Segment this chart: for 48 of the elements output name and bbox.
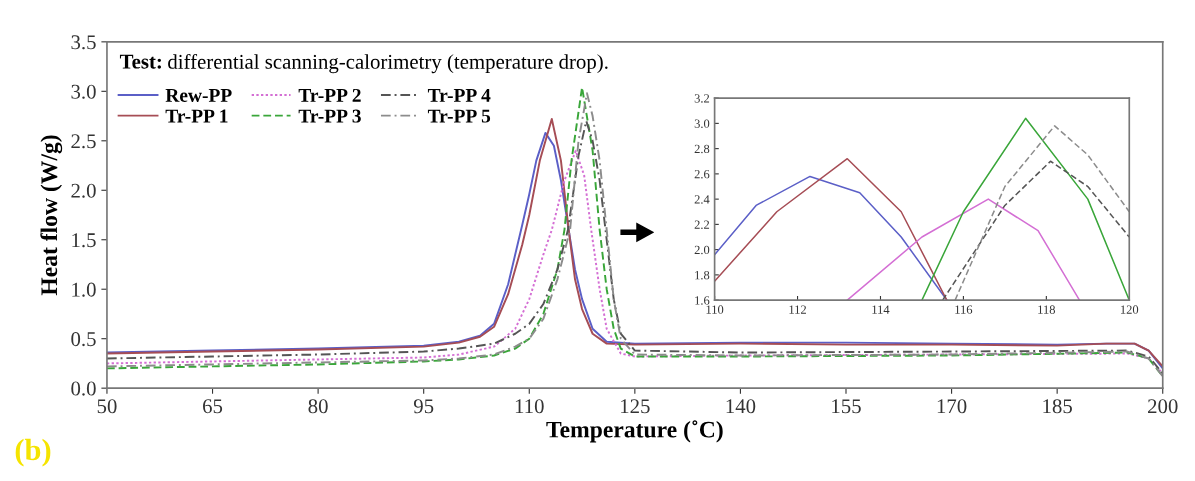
y-tick-label: 0.5 [71, 332, 96, 347]
y-tick-label: 2.5 [71, 134, 96, 149]
x-tick-label: 120 [1121, 305, 1139, 314]
y-tick-label: 1.6 [695, 296, 710, 305]
y-tick-label: 2.2 [694, 220, 710, 229]
x-axis-title: Temperature (˚C) [546, 420, 723, 443]
y-tick-label: 2.0 [694, 245, 710, 255]
x-tick-label: 112 [789, 305, 806, 314]
y-tick-label: 0.0 [71, 381, 96, 396]
line-series [921, 117, 1130, 301]
y-tick-label: 3.0 [694, 119, 710, 128]
y-tick-label: 2.8 [694, 144, 710, 154]
text: Test: differential scanning-calorimetry (temperature drop). [119, 53, 608, 74]
legend-label: Tr-PP 3 [298, 109, 361, 123]
legend-label: Tr-PP 1 [165, 109, 228, 123]
x-tick-label: 155 [832, 399, 861, 414]
x-tick-label: 170 [937, 399, 967, 414]
y-tick-label: 3.2 [694, 94, 710, 103]
x-tick-label: 80 [308, 399, 328, 414]
y-tick-label: 1.8 [695, 270, 710, 280]
x-tick-label: 110 [515, 399, 544, 414]
y-tick-label: 2.0 [71, 183, 96, 198]
legend-label: Tr-PP 5 [427, 109, 491, 123]
y-axis-title: Heat flow (W/g) [40, 135, 63, 296]
x-tick-label: 50 [97, 399, 117, 414]
y-tick-label: 1.5 [72, 233, 96, 248]
legend-label: Rew-PP [165, 89, 232, 102]
x-tick-label: 118 [1038, 305, 1056, 314]
line-series [941, 160, 1130, 301]
y-tick-label: 3.0 [71, 84, 96, 99]
x-tick-label: 114 [872, 305, 890, 314]
y-tick-label: 2.6 [694, 169, 710, 179]
line-series [846, 198, 1081, 301]
y-tick-label: 2.4 [694, 195, 710, 204]
y-tick-label: 3.5 [71, 35, 96, 50]
legend-label: Tr-PP 4 [427, 88, 491, 102]
x-tick-label: 200 [1148, 399, 1178, 414]
y-tick-label: 1.0 [72, 282, 96, 297]
x-tick-label: 140 [726, 399, 756, 414]
line-series [954, 125, 1130, 301]
x-tick-label: 110 [706, 305, 724, 314]
text: (b) [15, 438, 51, 467]
x-tick-label: 95 [413, 399, 434, 414]
x-tick-label: 185 [1043, 399, 1072, 414]
x-tick-label: 116 [955, 305, 973, 314]
x-tick-label: 65 [203, 399, 223, 414]
x-tick-label: 125 [621, 399, 650, 414]
legend-label: Tr-PP 2 [298, 88, 361, 102]
